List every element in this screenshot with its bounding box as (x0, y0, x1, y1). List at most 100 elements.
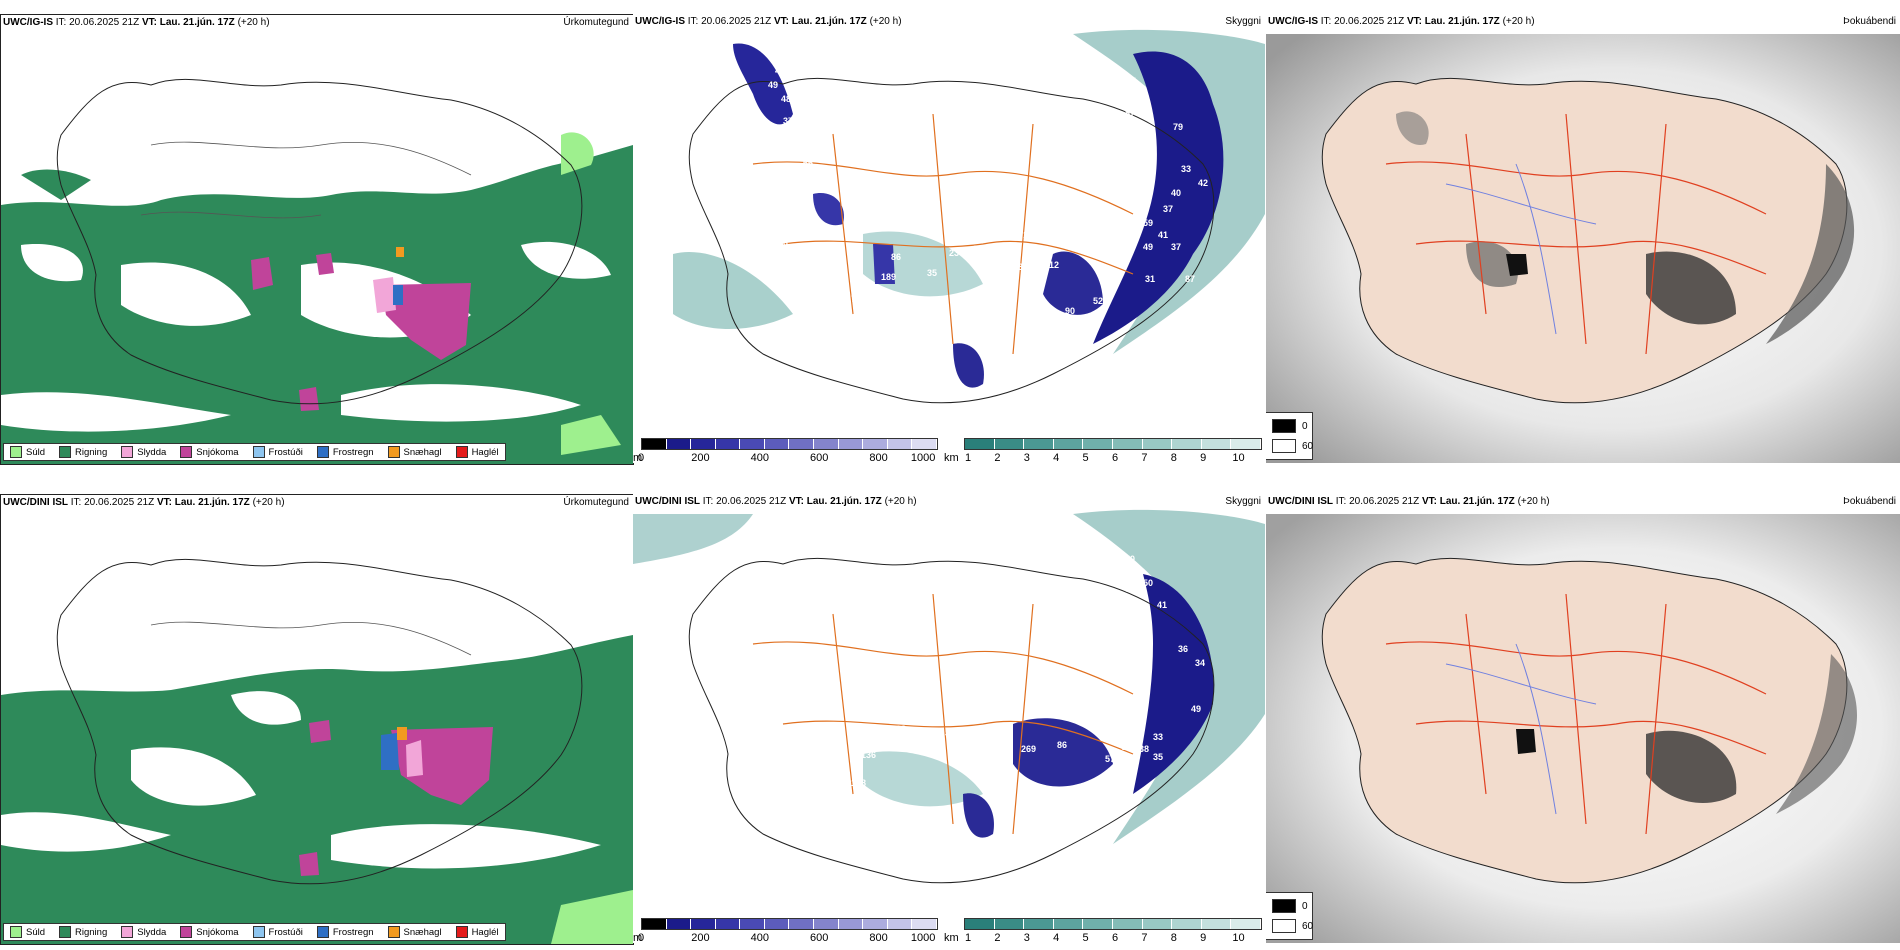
legend-swatch (180, 446, 193, 458)
colorbar-segment (666, 439, 692, 449)
legend-item-haglel: Haglél (455, 446, 499, 458)
cloud-label: 136 (861, 750, 876, 760)
tick-label: 800 (869, 452, 888, 463)
cloud-label: 53 (1085, 782, 1095, 792)
tick-label: 200 (691, 452, 710, 463)
tick-label: 8 (1170, 932, 1177, 943)
cloud-label: 41 (1157, 600, 1167, 610)
fog-index-panel-row1: UWC/IG-IS IT: 20.06.2025 21Z VT: Lau. 21… (1266, 14, 1900, 463)
colorbar-segment (740, 439, 765, 449)
colorbar-segment (1053, 919, 1084, 929)
colorbar-segment (863, 919, 888, 929)
tick-label: 400 (750, 452, 769, 463)
panel-title: Skyggni (1225, 496, 1261, 507)
panel-title: Úrkomutegund (563, 497, 629, 508)
legend-item-snjokoma: Snjókoma (180, 926, 239, 938)
colorbar-segment (764, 439, 790, 449)
legend-swatch (387, 926, 400, 938)
colorbar-segment (789, 439, 815, 449)
tick-label: 9 (1200, 452, 1207, 463)
ceiling-unit: m (633, 932, 643, 943)
cloud-label: 46 (1105, 278, 1115, 288)
colorbar-segment (1172, 439, 1202, 449)
colorbar-segment (838, 919, 864, 929)
panel-header: UWC/DINI ISL IT: 20.06.2025 21Z VT: Lau.… (635, 496, 917, 507)
cloud-label: 33 (1181, 164, 1191, 174)
panel-header: UWC/IG-IS IT: 20.06.2025 21Z VT: Lau. 21… (1268, 16, 1535, 27)
cloud-label: 74 (855, 278, 865, 288)
colorbar-segment (887, 439, 913, 449)
colorbar-segment (1024, 439, 1054, 449)
cloud-label: 236 (1013, 262, 1028, 272)
colorbar-segment (1172, 919, 1202, 929)
cloud-label: 55 (1141, 102, 1151, 112)
cloud-label: 87 (1185, 274, 1195, 284)
cloud-label: 37 (783, 116, 793, 126)
precip-type-legend: Súld Rigning Slydda Snjókoma Frostúði Fr… (3, 923, 506, 941)
fog-legend-item-0: 0 (1272, 899, 1308, 913)
fog-legend-item-0: 0 (1272, 419, 1308, 433)
colorbar-segment (863, 439, 888, 449)
colorbar-segment (838, 439, 864, 449)
tick-label: 200 (691, 932, 710, 943)
ceiling-unit: m (633, 452, 643, 463)
cloud-label: 52 (1093, 296, 1103, 306)
cloud-label: 36 (1178, 644, 1188, 654)
tick-label: 9 (1200, 932, 1207, 943)
visibility-unit: km (944, 452, 959, 463)
fog-legend: 0 60 (1266, 892, 1313, 940)
legend-item-sudl: Súld (10, 926, 45, 938)
cloud-label: 151 (1045, 212, 1060, 222)
cloud-base-labels: 45 49 48 37 55 45 87 79 33 42 40 37 59 4… (768, 66, 1208, 396)
panel-title: Þokuábendi (1843, 496, 1896, 507)
colorbar-segment (691, 919, 716, 929)
ceiling-colorbar-strip (641, 438, 938, 450)
cloud-label: 62 (1125, 584, 1135, 594)
cloud-label: 48 (781, 94, 791, 104)
colorbar-segment (994, 919, 1025, 929)
tick-label: 5 (1082, 452, 1089, 463)
fog-map (1266, 34, 1900, 463)
cloud-label: 37 (1163, 204, 1173, 214)
tick-label: 1 (964, 932, 972, 943)
cloud-map: 45 49 48 37 55 45 87 79 33 42 40 37 59 4… (673, 29, 1265, 404)
legend-swatch (316, 446, 329, 458)
cloud-label: 101 (935, 350, 950, 360)
precip-map (1, 558, 633, 944)
fog-map (1266, 514, 1900, 943)
cloud-label: 82 (913, 362, 923, 372)
cloud-label: 35 (927, 268, 937, 278)
cloud-label: 49 (768, 80, 778, 90)
tick-label: 0 (637, 452, 645, 463)
fog-legend: 0 60 (1266, 412, 1313, 460)
colorbar-segment (814, 439, 839, 449)
tick-label: 600 (810, 932, 829, 943)
ceiling-ticks: 0 200 400 600 800 1000 (637, 452, 938, 463)
cloud-label: 90 (1065, 306, 1075, 316)
colorbar-segment (965, 919, 995, 929)
legend-item-haglel: Haglél (455, 926, 499, 938)
ceiling-colorbar: m 0 200 400 600 800 1000 (633, 914, 938, 943)
cloud-label: 103 (891, 724, 906, 734)
cloud-label: 60 (939, 386, 949, 396)
visibility-colorbar: km 1 2 3 4 5 6 7 8 9 10 (944, 914, 1262, 943)
visibility-ticks: 1 2 3 4 5 6 7 8 9 10 (964, 932, 1262, 943)
cloud-visibility-panel-row1: UWC/IG-IS IT: 20.06.2025 21Z VT: Lau. 21… (633, 14, 1265, 463)
fog-legend-swatch (1272, 419, 1296, 433)
cloud-label: 41 (1158, 230, 1168, 240)
legend-swatch (121, 926, 134, 938)
tick-label: 2 (994, 932, 1001, 943)
fog-legend-swatch (1272, 899, 1296, 913)
precip-type-panel-row1: UWC/IG-IS IT: 20.06.2025 21Z VT: Lau. 21… (0, 14, 634, 465)
cloud-label: 269 (1021, 744, 1036, 754)
cloud-label: 86 (891, 252, 901, 262)
tick-label: 5 (1082, 932, 1089, 943)
cloud-label: 63 (1121, 742, 1131, 752)
fog-legend-swatch (1272, 919, 1296, 933)
precip-type-legend: Súld Rigning Slydda Snjókoma Frostúði Fr… (3, 443, 506, 461)
cloud-label: 198 (1023, 230, 1038, 240)
tick-label: 2 (994, 452, 1001, 463)
fog-index-panel-row2: UWC/DINI ISL IT: 20.06.2025 21Z VT: Lau.… (1266, 494, 1900, 943)
visibility-unit: km (944, 932, 959, 943)
cloud-label: 189 (881, 272, 896, 282)
